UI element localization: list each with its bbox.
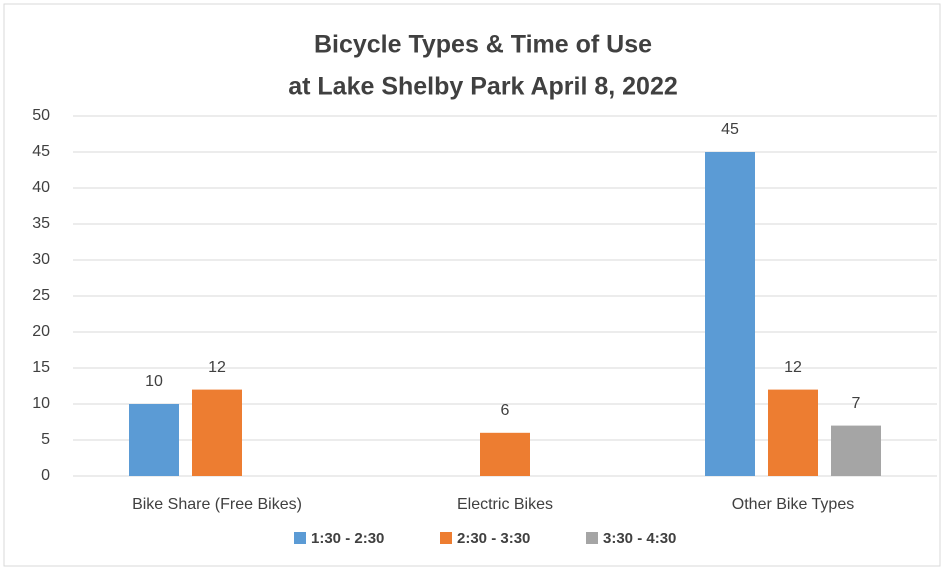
bar bbox=[129, 404, 179, 476]
data-label: 12 bbox=[784, 359, 802, 376]
bar bbox=[192, 389, 242, 476]
chart-title: Bicycle Types & Time of Use bbox=[314, 31, 652, 59]
legend: 1:30 - 2:30 2:30 - 3:30 3:30 - 4:30 bbox=[294, 530, 676, 547]
y-tick-label: 50 bbox=[32, 107, 50, 124]
data-label: 12 bbox=[208, 359, 226, 376]
y-tick-label: 15 bbox=[32, 359, 50, 376]
y-tick-label: 5 bbox=[41, 431, 50, 448]
legend-swatch bbox=[440, 532, 452, 544]
y-tick-label: 25 bbox=[32, 287, 50, 304]
y-tick-label: 0 bbox=[41, 467, 50, 484]
legend-label: 3:30 - 4:30 bbox=[603, 530, 676, 547]
x-tick-label: Electric Bikes bbox=[457, 496, 553, 513]
data-label: 7 bbox=[852, 395, 861, 412]
data-label: 10 bbox=[145, 373, 163, 390]
x-tick-label: Bike Share (Free Bikes) bbox=[132, 496, 302, 513]
data-label: 45 bbox=[721, 121, 739, 138]
legend-label: 1:30 - 2:30 bbox=[311, 530, 384, 547]
chart-title: at Lake Shelby Park April 8, 2022 bbox=[288, 73, 678, 101]
legend-swatch bbox=[586, 532, 598, 544]
bar bbox=[480, 432, 530, 476]
data-label: 6 bbox=[501, 402, 510, 419]
y-tick-label: 40 bbox=[32, 179, 50, 196]
bar bbox=[705, 152, 755, 476]
legend-label: 2:30 - 3:30 bbox=[457, 530, 530, 547]
y-tick-label: 10 bbox=[32, 395, 50, 412]
x-tick-label: Other Bike Types bbox=[732, 496, 854, 513]
y-tick-label: 30 bbox=[32, 251, 50, 268]
y-tick-label: 35 bbox=[32, 215, 50, 232]
legend-swatch bbox=[294, 532, 306, 544]
y-tick-label: 45 bbox=[32, 143, 50, 160]
bar bbox=[768, 389, 818, 476]
bar bbox=[831, 425, 881, 476]
y-tick-label: 20 bbox=[32, 323, 50, 340]
